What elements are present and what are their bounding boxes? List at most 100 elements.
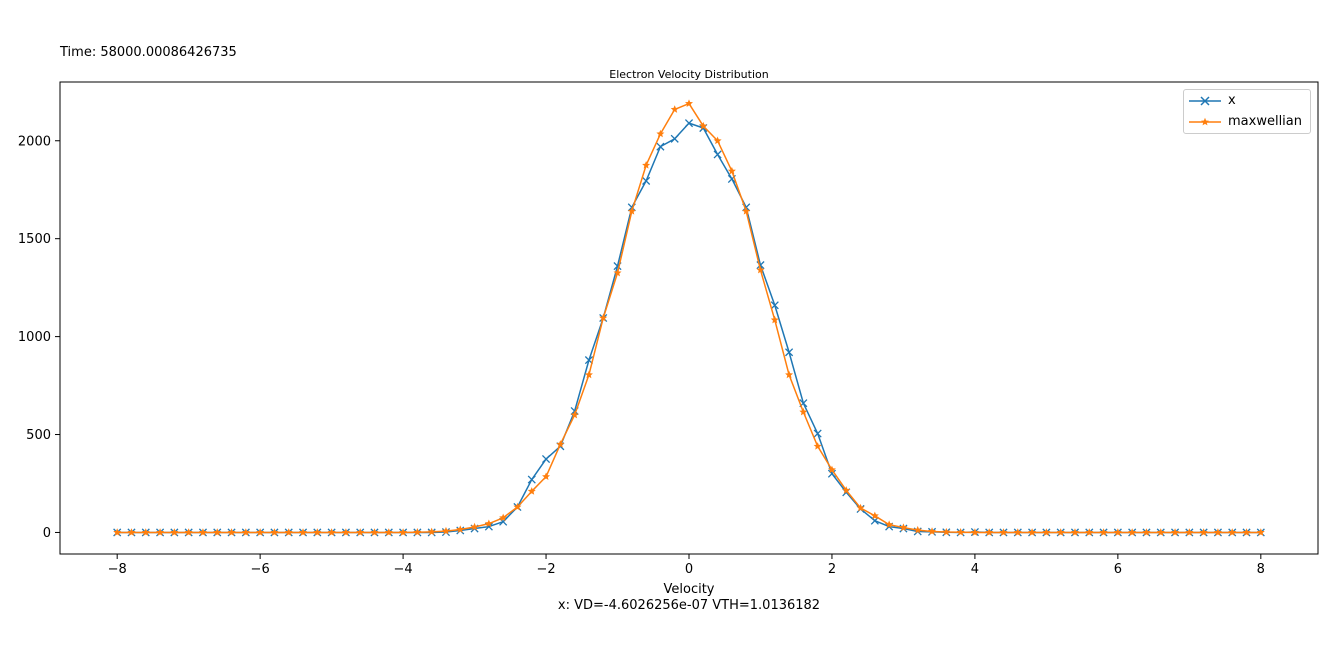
data-point-x bbox=[541, 454, 551, 464]
data-point-maxwellian bbox=[656, 129, 665, 138]
data-point-maxwellian bbox=[441, 526, 450, 535]
data-point-maxwellian bbox=[427, 527, 436, 536]
data-point-maxwellian bbox=[727, 166, 736, 175]
x-tick-label: 2 bbox=[828, 562, 836, 577]
series-maxwellian bbox=[113, 99, 1265, 536]
subcaption: x: VD=-4.6026256e-07 VTH=1.0136182 bbox=[557, 598, 821, 613]
y-tick-label: 0 bbox=[43, 526, 51, 541]
ticks-layer: −8 −6 −4 −2 0 2 4 6 8 0 500 1000 1500 2000 bbox=[18, 134, 1265, 577]
data-point-maxwellian bbox=[1242, 528, 1251, 536]
data-point-maxwellian bbox=[942, 527, 951, 536]
data-point-maxwellian bbox=[699, 121, 708, 130]
x-tick-label: −4 bbox=[394, 562, 413, 577]
y-tick-label: 500 bbox=[26, 428, 51, 443]
data-point-maxwellian bbox=[384, 528, 393, 536]
y-tick-label: 1500 bbox=[18, 232, 51, 247]
data-point-maxwellian bbox=[1028, 528, 1037, 536]
data-point-maxwellian bbox=[184, 528, 193, 536]
data-point-maxwellian bbox=[627, 207, 636, 215]
data-point-maxwellian bbox=[770, 315, 779, 324]
data-point-maxwellian bbox=[928, 527, 937, 535]
data-point-maxwellian bbox=[642, 161, 651, 169]
x-axis-label: Velocity bbox=[663, 582, 715, 597]
legend-maxwellian-marker-icon bbox=[1189, 117, 1221, 126]
data-point-maxwellian bbox=[170, 528, 179, 536]
series-line-maxwellian bbox=[117, 102, 1261, 534]
data-point-x bbox=[713, 150, 722, 159]
legend-item-maxwellian: maxwellian bbox=[1184, 113, 1310, 131]
x-tick-label: −6 bbox=[251, 562, 270, 577]
data-point-maxwellian bbox=[970, 528, 979, 536]
data-point-maxwellian bbox=[999, 528, 1008, 536]
data-point-maxwellian bbox=[556, 440, 565, 448]
data-point-maxwellian bbox=[1085, 528, 1094, 536]
data-point-maxwellian bbox=[713, 136, 722, 145]
legend-label-x: x bbox=[1228, 93, 1236, 108]
data-point-maxwellian bbox=[913, 525, 922, 534]
data-point-x bbox=[684, 119, 694, 128]
legend-x-marker-icon bbox=[1189, 96, 1221, 106]
data-point-maxwellian bbox=[513, 502, 522, 511]
data-point-maxwellian bbox=[542, 472, 551, 481]
data-point-maxwellian bbox=[956, 528, 965, 536]
data-point-maxwellian bbox=[1142, 528, 1151, 536]
data-point-maxwellian bbox=[842, 486, 851, 494]
data-point-maxwellian bbox=[827, 465, 836, 474]
data-point-maxwellian bbox=[484, 519, 493, 528]
data-point-x bbox=[527, 475, 536, 484]
data-point-maxwellian bbox=[813, 442, 822, 450]
y-tick-label: 2000 bbox=[18, 134, 51, 149]
data-point-maxwellian bbox=[985, 528, 994, 536]
x-tick-label: 8 bbox=[1257, 562, 1265, 577]
data-point-maxwellian bbox=[499, 513, 508, 522]
data-point-maxwellian bbox=[1056, 528, 1065, 536]
data-point-maxwellian bbox=[227, 528, 236, 536]
data-point-maxwellian bbox=[1171, 528, 1180, 536]
data-point-maxwellian bbox=[341, 528, 350, 536]
data-point-maxwellian bbox=[1185, 528, 1194, 536]
data-point-maxwellian bbox=[127, 528, 136, 536]
data-point-maxwellian bbox=[685, 99, 693, 107]
data-point-x bbox=[670, 134, 679, 143]
data-point-maxwellian bbox=[1013, 528, 1022, 536]
data-point-maxwellian bbox=[256, 528, 265, 536]
data-point-maxwellian bbox=[1070, 528, 1079, 536]
data-point-maxwellian bbox=[356, 528, 365, 536]
x-tick-label: −8 bbox=[108, 562, 127, 577]
data-point-maxwellian bbox=[670, 105, 679, 113]
data-point-maxwellian bbox=[399, 528, 408, 536]
legend-label-maxwellian: maxwellian bbox=[1228, 114, 1302, 129]
data-point-maxwellian bbox=[113, 528, 122, 536]
data-point-maxwellian bbox=[613, 268, 622, 277]
data-point-maxwellian bbox=[213, 528, 222, 536]
data-point-maxwellian bbox=[799, 407, 808, 416]
data-point-maxwellian bbox=[141, 528, 150, 536]
data-point-maxwellian bbox=[756, 265, 765, 274]
legend: x maxwellian bbox=[1183, 89, 1311, 134]
data-point-maxwellian bbox=[1128, 528, 1137, 536]
data-point-maxwellian bbox=[584, 370, 593, 379]
legend-item-x: x bbox=[1184, 92, 1310, 110]
data-point-x bbox=[870, 516, 879, 525]
x-tick-label: 6 bbox=[1114, 562, 1122, 577]
series-x bbox=[113, 119, 1265, 537]
data-point-maxwellian bbox=[570, 410, 579, 419]
data-point-maxwellian bbox=[1113, 528, 1122, 536]
data-point-maxwellian bbox=[856, 503, 865, 512]
data-point-maxwellian bbox=[527, 487, 536, 495]
data-point-x bbox=[827, 469, 837, 478]
data-point-maxwellian bbox=[885, 520, 894, 529]
x-tick-label: −2 bbox=[536, 562, 555, 577]
data-point-x bbox=[785, 348, 794, 357]
data-point-maxwellian bbox=[870, 511, 879, 520]
data-point-maxwellian bbox=[241, 528, 250, 536]
chart-title: Electron Velocity Distribution bbox=[609, 68, 768, 81]
data-point-maxwellian bbox=[456, 525, 465, 533]
data-point-maxwellian bbox=[1228, 528, 1237, 536]
data-point-x bbox=[642, 176, 651, 185]
data-point-maxwellian bbox=[1213, 528, 1222, 536]
data-point-maxwellian bbox=[1042, 528, 1051, 536]
plot-frame bbox=[59, 81, 1319, 555]
